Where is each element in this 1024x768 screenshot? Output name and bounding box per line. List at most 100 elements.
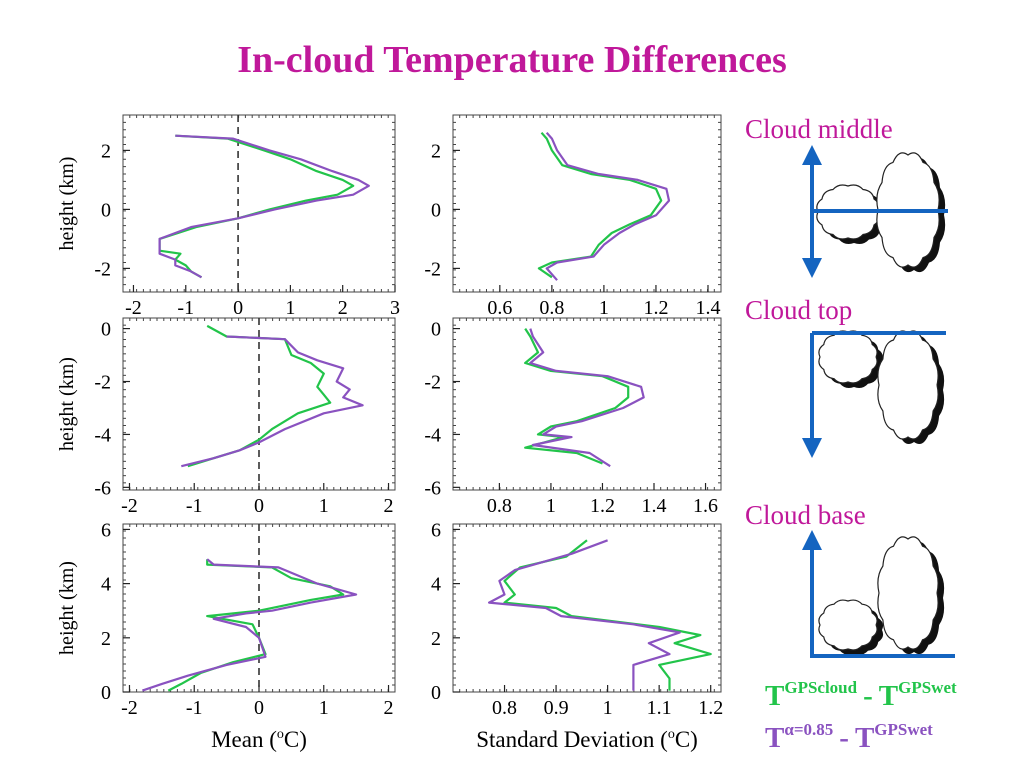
legend-green-sep: - — [863, 680, 873, 712]
series-line-green — [167, 559, 345, 692]
x-tick-label: 1.2 — [590, 495, 615, 517]
arrow-up-icon — [802, 145, 822, 165]
chart-top-std: 0.8 1 1.2 1.4 1.6 -6 -4 -2 0 — [424, 317, 722, 517]
x-tick-label: -1 — [186, 697, 203, 719]
y-tick-label: -4 — [424, 424, 441, 446]
x-tick-label: -2 — [125, 297, 142, 319]
legend-green-a-sup: GPScloud — [784, 678, 858, 697]
y-tick-label: 4 — [101, 574, 111, 596]
chart-base-mean: -2 -1 0 1 2 0 2 4 6 height (km) Mean (oC) — [56, 519, 396, 752]
y-tick-label: -6 — [424, 477, 441, 499]
x-tick-label: 1 — [319, 697, 329, 719]
arrow-down-icon — [802, 258, 822, 278]
label-cloud-top: Cloud top — [745, 295, 853, 325]
series-line-purple — [488, 539, 681, 691]
plot-frame — [452, 114, 722, 293]
series-line-purple — [545, 131, 671, 281]
x-tick-label: 1.2 — [698, 697, 723, 719]
x-tick-label: -1 — [177, 297, 194, 319]
cloud-tall — [877, 536, 945, 655]
x-tick-label: 0.9 — [544, 697, 569, 719]
y-tick-label: -2 — [424, 258, 441, 280]
x-tick-label: 1 — [546, 495, 556, 517]
legend-purple-b: T — [854, 722, 875, 754]
cloud-small — [816, 184, 886, 244]
y-tick-label: 4 — [431, 574, 441, 596]
x-axis-label-sup: o — [668, 727, 675, 742]
plot-frame — [452, 317, 722, 491]
plot-frame — [452, 523, 722, 693]
y-tick-label: -2 — [94, 372, 111, 394]
x-tick-label: 1 — [319, 495, 329, 517]
cloud-tall — [877, 330, 945, 445]
y-tick-label: -6 — [94, 477, 111, 499]
chart-top-mean: -2 -1 0 1 2 -6 -4 -2 0 height (km) — [56, 317, 396, 517]
x-tick-label: 0.6 — [487, 297, 512, 319]
x-axis-label: Mean (oC) — [211, 727, 307, 752]
y-tick-label: 2 — [431, 140, 441, 162]
x-tick-label: 0.8 — [487, 495, 512, 517]
schematic-cloud-base — [802, 530, 955, 658]
x-tick-label: -2 — [121, 697, 138, 719]
y-tick-label: -4 — [94, 424, 111, 446]
cloud-small — [818, 330, 884, 388]
series-line-green — [158, 134, 355, 279]
cloud-body — [818, 330, 878, 384]
legend-green-b: T — [878, 680, 899, 712]
series-line-green — [503, 539, 712, 691]
x-tick-label: 2 — [384, 697, 394, 719]
legend-green: TGPScloud - TGPSwet — [765, 678, 957, 713]
y-tick-label: 6 — [101, 519, 111, 541]
x-tick-label: 0 — [233, 297, 243, 319]
x-tick-label: 1 — [285, 297, 295, 319]
y-tick-label: 0 — [431, 682, 441, 704]
series-line-purple — [181, 335, 364, 468]
legend-purple-sep: - — [839, 722, 849, 754]
chart-base-std: 0.8 0.9 1 1.1 1.2 0 2 4 6 Standard Deviation (oC) — [431, 519, 723, 752]
x-tick-label: 0.8 — [539, 297, 564, 319]
y-tick-label: 2 — [431, 628, 441, 650]
x-axis-label-tail: C) — [284, 727, 307, 752]
x-axis-label: Standard Deviation (oC) — [476, 727, 698, 752]
x-tick-label: 0.8 — [492, 697, 517, 719]
y-tick-label: 0 — [101, 199, 111, 221]
schematic-cloud-top — [802, 330, 946, 458]
series-line-purple — [158, 134, 370, 279]
series-line-purple — [142, 558, 358, 692]
x-tick-label: 1 — [603, 697, 613, 719]
cloud-small — [818, 599, 884, 655]
schematic-cloud-middle — [802, 145, 948, 278]
legend-purple-a: T — [765, 722, 785, 754]
x-tick-label: 1 — [599, 297, 609, 319]
y-tick-label: 0 — [101, 319, 111, 341]
y-axis-label: height (km) — [56, 157, 78, 251]
x-tick-label: 1.2 — [643, 297, 668, 319]
x-tick-label: -1 — [186, 495, 203, 517]
x-tick-label: 1.6 — [693, 495, 718, 517]
x-tick-label: 3 — [390, 297, 400, 319]
y-tick-label: 6 — [431, 519, 441, 541]
y-tick-label: 2 — [101, 628, 111, 650]
series-line-purple — [529, 328, 645, 468]
x-tick-label: 2 — [384, 495, 394, 517]
y-tick-label: 0 — [101, 682, 111, 704]
x-tick-label: 1.4 — [695, 297, 720, 319]
cloud-body — [818, 599, 878, 651]
x-axis-label-tail: C) — [675, 727, 698, 752]
y-axis-label: height (km) — [56, 357, 78, 451]
legend-green-b-sup: GPSwet — [898, 678, 957, 697]
y-tick-label: 2 — [101, 140, 111, 162]
chart-middle-std: 0.6 0.8 1 1.2 1.4 -2 0 2 — [424, 114, 722, 319]
page-title: In-cloud Temperature Differences — [237, 39, 787, 81]
x-tick-label: 0 — [254, 495, 264, 517]
y-tick-label: -2 — [94, 258, 111, 280]
legend-purple-b-sup: GPSwet — [874, 720, 933, 739]
x-axis-label-main: Mean ( — [211, 727, 277, 752]
legend-purple: Tα=0.85- TGPSwet — [765, 720, 933, 755]
x-axis-label-sup: o — [277, 727, 284, 742]
cloud-body — [877, 536, 939, 650]
x-tick-label: 2 — [338, 297, 348, 319]
series-line-green — [537, 131, 663, 279]
cloud-body — [877, 330, 939, 440]
x-tick-label: 1.4 — [642, 495, 667, 517]
